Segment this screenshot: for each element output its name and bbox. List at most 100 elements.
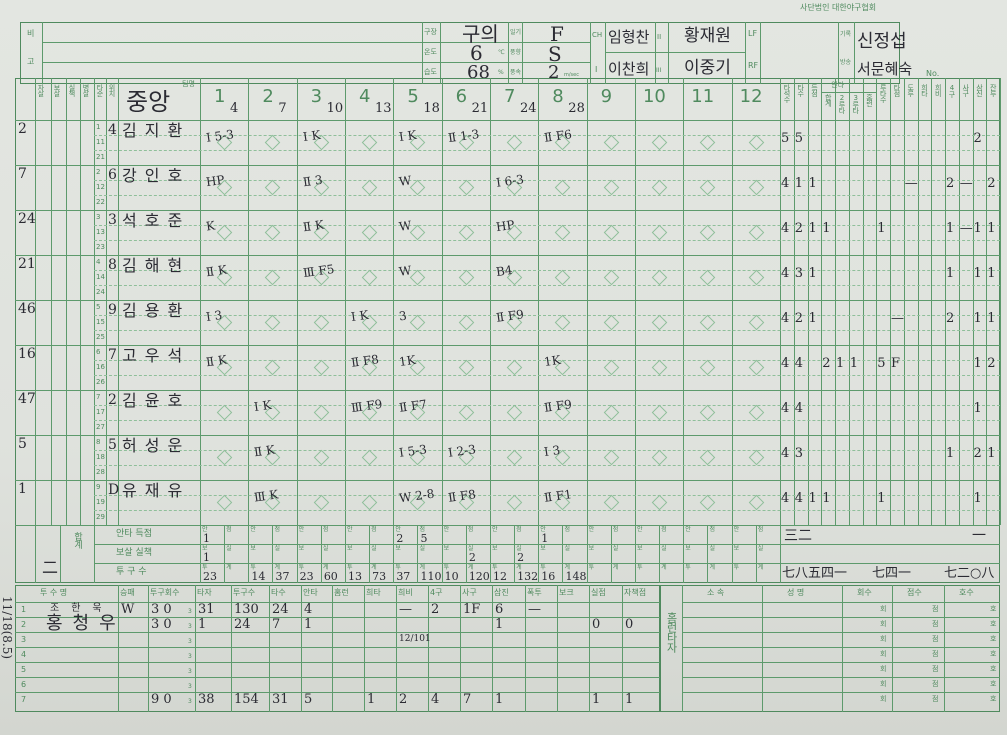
umpire-ch: 임형찬 bbox=[608, 28, 650, 46]
cell-label: 투 bbox=[491, 564, 498, 571]
position: 2 bbox=[108, 392, 117, 408]
batter-stat: 1 bbox=[808, 221, 817, 236]
at-bat-result: Ⅱ K bbox=[205, 352, 228, 370]
dashed-line bbox=[94, 195, 1000, 196]
cell-label: 실 bbox=[226, 545, 232, 552]
grid-line bbox=[562, 525, 563, 583]
grid-line bbox=[94, 78, 95, 525]
grid-line bbox=[904, 78, 905, 525]
batter-stat: 1 bbox=[946, 266, 955, 281]
batter-name: 김윤호 bbox=[122, 391, 191, 410]
inning-unit: 회 bbox=[880, 650, 887, 658]
grid-line bbox=[440, 22, 441, 84]
inning-batter-count: 24 bbox=[519, 101, 537, 116]
inning-batter-count: 10 bbox=[326, 101, 344, 116]
batting-order-slot: 18 bbox=[96, 453, 105, 461]
at-bat-result: Ⅱ F6 bbox=[543, 127, 574, 145]
cell-label: 보 bbox=[298, 545, 305, 552]
pitcher-column-header: 보크 bbox=[559, 588, 574, 597]
weather: F bbox=[550, 22, 564, 46]
at-bat-result: Ⅰ K bbox=[253, 397, 273, 415]
batter-name: 김지환 bbox=[122, 121, 191, 140]
inning-header: 3 bbox=[310, 86, 323, 107]
pitcher-stat: 2 bbox=[431, 602, 440, 617]
fraction-thirds: 3 bbox=[188, 623, 192, 630]
inning-header: 4 bbox=[358, 86, 371, 107]
inning-header: 9 bbox=[600, 86, 613, 107]
inning-header: 11 bbox=[691, 86, 715, 107]
broadcaster: 서문혜숙 bbox=[857, 60, 913, 78]
grid-line bbox=[808, 78, 809, 525]
cell-label: 계 bbox=[709, 564, 715, 571]
batter-stat: 2 bbox=[946, 176, 955, 191]
batter-stat: 1 bbox=[987, 221, 996, 236]
grid-line bbox=[118, 78, 119, 525]
at-bat-result: W bbox=[398, 218, 413, 234]
batter-stat: 1 bbox=[808, 176, 817, 191]
pitcher-stat: 130 bbox=[234, 602, 259, 617]
grid-line bbox=[224, 525, 225, 583]
totals-value: 1 bbox=[541, 532, 549, 545]
recorder-label: 기록 bbox=[840, 31, 852, 38]
grid-line bbox=[492, 585, 493, 712]
pitcher-column-header: 투구수 bbox=[233, 588, 256, 597]
grid-line bbox=[35, 525, 36, 583]
pitcher-stat: 31 bbox=[272, 692, 289, 707]
cell-label: 계 bbox=[419, 564, 426, 571]
totals-stat: 三二 bbox=[784, 528, 812, 544]
totals-value: 2 bbox=[396, 532, 404, 545]
dashed-line bbox=[94, 450, 1000, 451]
pitcher-stat: 154 bbox=[234, 692, 259, 707]
totals-value: 12 bbox=[492, 570, 507, 583]
cell-label: 점 bbox=[564, 526, 570, 533]
umpire-1-label: I bbox=[595, 65, 598, 74]
number-label: No. bbox=[926, 69, 940, 78]
at-bat-result: Ⅰ K bbox=[301, 127, 322, 145]
grid-line bbox=[94, 563, 1000, 564]
stat-header: 합계 bbox=[824, 94, 833, 106]
dashed-line bbox=[94, 240, 1000, 241]
association-name: 사단법인 대한야구협회 bbox=[800, 3, 877, 12]
batter-stat: 2 bbox=[822, 356, 831, 371]
grid-line bbox=[422, 62, 590, 63]
cell-label: 실 bbox=[274, 545, 281, 552]
batter-stat: F bbox=[891, 356, 901, 371]
pitcher-stat: 3 0 bbox=[151, 617, 172, 632]
position: 6 bbox=[108, 167, 117, 183]
totals-stat: 七四一 bbox=[872, 566, 912, 581]
grid-line bbox=[682, 662, 1000, 663]
column-header: 타순 bbox=[96, 84, 104, 96]
at-bat-result: Ⅰ 6-3 bbox=[495, 172, 525, 190]
grid-line bbox=[15, 525, 1000, 526]
position: 7 bbox=[108, 347, 117, 363]
batter-stat: — bbox=[959, 221, 973, 236]
batter-stat: 1 bbox=[877, 491, 886, 506]
pitcher-stat: W bbox=[121, 602, 135, 617]
pitcher-stat: — bbox=[399, 602, 412, 617]
at-bat-result: Ⅱ F8 bbox=[446, 487, 477, 505]
grid-line bbox=[15, 480, 1000, 481]
cell-label: 보 bbox=[346, 545, 353, 552]
broadcast-label: 방송 bbox=[840, 59, 852, 66]
batting-order-slot: 3 bbox=[96, 213, 101, 221]
grid-line bbox=[15, 692, 660, 693]
dashed-line bbox=[94, 465, 1000, 466]
dashed-line bbox=[94, 510, 1000, 511]
cell-label: 안 bbox=[395, 526, 401, 533]
cell-label: 계 bbox=[757, 564, 764, 571]
totals-margin: 二 bbox=[42, 558, 59, 577]
fraction-thirds: 3 bbox=[188, 683, 192, 690]
grid-line bbox=[890, 78, 891, 525]
batting-order-slot: 19 bbox=[96, 498, 105, 506]
totals-stat: 七八五四一 bbox=[782, 566, 848, 581]
inning-header: 8 bbox=[552, 86, 564, 107]
umpire-2: 황재원 bbox=[684, 26, 731, 46]
grid-line bbox=[849, 78, 850, 525]
grid-line bbox=[682, 632, 1000, 633]
grid-line bbox=[15, 632, 660, 633]
fraction-thirds: 3 bbox=[188, 653, 192, 660]
hits-group-label: 안타 bbox=[831, 81, 845, 89]
batting-order-slot: 12 bbox=[96, 183, 105, 191]
cell-label: 안 bbox=[491, 526, 498, 533]
